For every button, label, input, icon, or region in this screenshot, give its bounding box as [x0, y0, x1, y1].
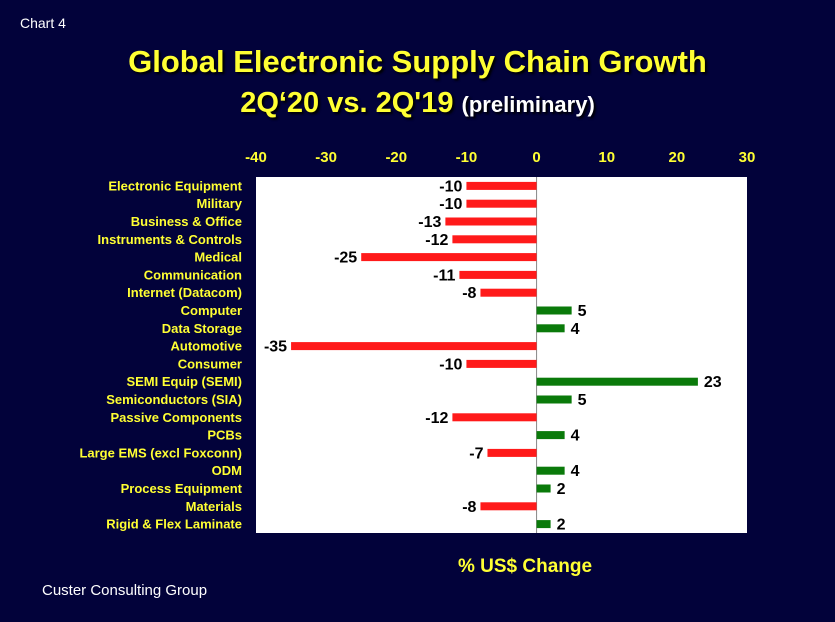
bar — [480, 502, 537, 511]
bar — [536, 395, 572, 404]
bar — [536, 484, 551, 493]
data-label: 4 — [571, 463, 580, 480]
category-label: Materials — [186, 499, 242, 514]
bar — [536, 466, 565, 475]
chart-number-label: Chart 4 — [20, 15, 66, 31]
bar — [536, 431, 565, 440]
chart-subtitle-note: (preliminary) — [461, 92, 595, 117]
category-label: Large EMS (excl Foxconn) — [79, 445, 242, 460]
bar — [452, 413, 537, 422]
data-label: 4 — [571, 321, 580, 338]
data-label: 23 — [704, 374, 722, 391]
data-label: -25 — [334, 250, 357, 267]
category-label: ODM — [212, 463, 242, 478]
category-label: Semiconductors (SIA) — [106, 392, 242, 407]
chart-title-block: Global Electronic Supply Chain Growth 2Q… — [0, 42, 835, 124]
data-label: -8 — [462, 285, 476, 302]
category-label: Electronic Equipment — [108, 178, 242, 193]
bar — [445, 217, 537, 226]
chart-subtitle-line: 2Q‘20 vs. 2Q'19 (preliminary) — [0, 84, 835, 124]
data-label: 5 — [578, 392, 587, 409]
category-label: Rigid & Flex Laminate — [106, 517, 242, 532]
bar — [466, 181, 537, 190]
category-label: Data Storage — [162, 321, 242, 336]
chart-subtitle: 2Q‘20 vs. 2Q'19 — [240, 87, 454, 119]
data-label: 2 — [557, 517, 566, 534]
x-axis-title: % US$ Change — [458, 556, 592, 577]
category-label: Business & Office — [131, 214, 242, 229]
data-label: 4 — [571, 428, 580, 445]
category-label: Internet (Datacom) — [127, 285, 242, 300]
category-label: Process Equipment — [121, 481, 243, 496]
data-label: 5 — [578, 303, 587, 320]
category-label: Communication — [144, 267, 242, 282]
category-label: Military — [196, 196, 242, 211]
bar — [452, 235, 537, 244]
bar — [536, 520, 551, 529]
x-tick-label: 0 — [532, 149, 540, 166]
data-label: 2 — [557, 481, 566, 498]
data-label: -10 — [439, 356, 462, 373]
bar — [361, 253, 537, 262]
x-tick-label: -20 — [385, 149, 407, 166]
bar — [487, 448, 537, 457]
bar — [459, 270, 537, 279]
category-label: Computer — [181, 303, 242, 318]
category-label: SEMI Equip (SEMI) — [126, 374, 242, 389]
data-label: -8 — [462, 499, 476, 516]
bar — [466, 199, 537, 208]
data-label: -13 — [418, 214, 441, 231]
data-label: -35 — [264, 339, 287, 356]
x-tick-label: 10 — [598, 149, 615, 166]
bar — [466, 359, 537, 368]
bar — [536, 324, 565, 333]
category-label: PCBs — [207, 428, 242, 443]
bar — [536, 306, 572, 315]
category-label: Passive Components — [111, 410, 243, 425]
source-footer: Custer Consulting Group — [42, 582, 208, 599]
x-tick-label: 20 — [669, 149, 686, 166]
x-tick-label: -30 — [315, 149, 337, 166]
data-label: -7 — [469, 445, 483, 462]
plot-area — [256, 177, 747, 533]
data-label: -10 — [439, 178, 462, 195]
bar — [536, 377, 698, 386]
chart-title: Global Electronic Supply Chain Growth — [128, 44, 707, 79]
category-label: Instruments & Controls — [98, 232, 242, 247]
bar — [291, 342, 537, 351]
x-tick-label: 30 — [739, 149, 756, 166]
data-label: -10 — [439, 196, 462, 213]
x-tick-label: -40 — [245, 149, 267, 166]
x-tick-label: -10 — [456, 149, 478, 166]
category-label: Consumer — [178, 356, 242, 371]
data-label: -12 — [425, 232, 448, 249]
category-label: Automotive — [171, 339, 243, 354]
category-label: Medical — [194, 250, 242, 265]
bar — [480, 288, 537, 297]
data-label: -12 — [425, 410, 448, 427]
data-label: -11 — [433, 267, 455, 284]
